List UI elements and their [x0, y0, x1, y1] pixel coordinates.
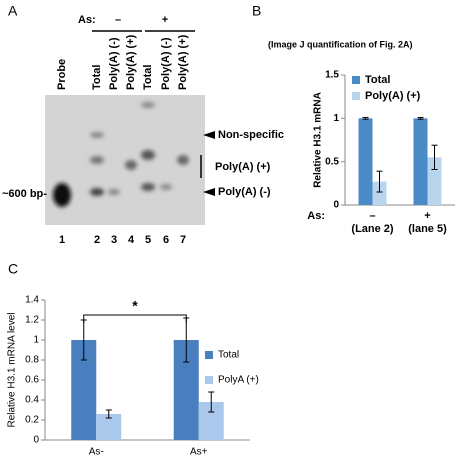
lane-label: Poly(A) (+)	[125, 34, 137, 90]
lane-number: 4	[128, 234, 135, 246]
lane-label: Poly(A) (-)	[108, 37, 120, 90]
y-tick-label: 1.2	[25, 315, 39, 326]
y-tick-label: 0.2	[25, 415, 39, 426]
y-tick-label: 1	[33, 335, 39, 346]
error-bar	[431, 144, 438, 170]
x-tick-label: (lane 5)	[408, 223, 447, 235]
as-plus: +	[162, 14, 168, 26]
legend-swatch	[352, 92, 360, 100]
legend-label: Total	[218, 350, 239, 361]
as-label: As:	[78, 14, 96, 26]
legend-swatch	[205, 351, 213, 359]
y-tick-label: 1.5	[325, 70, 339, 81]
lane-number: 1	[59, 234, 65, 246]
lane-label: Total	[91, 65, 103, 90]
annotation: Non-specific	[218, 129, 284, 141]
bar	[358, 118, 373, 205]
lane-label: Total	[142, 65, 154, 90]
y-tick-label: 0	[33, 435, 39, 446]
legend-swatch	[352, 76, 360, 84]
lane-number: 6	[163, 234, 169, 246]
annotation: Poly(A) (+)	[215, 161, 271, 173]
legend-label: Poly(A) (+)	[365, 90, 421, 102]
y-tick-label: 0.5	[325, 156, 339, 167]
y-tick-label: 1	[333, 113, 339, 124]
lane-label: Probe	[56, 59, 68, 90]
lane-number: 5	[145, 234, 151, 246]
error-bar	[417, 116, 424, 120]
lane-number: 3	[111, 234, 117, 246]
group-label: +	[424, 210, 430, 222]
legend-swatch	[205, 376, 213, 384]
x-tick-label: (Lane 2)	[351, 223, 394, 235]
bar	[413, 118, 428, 205]
panel-letter: A	[8, 3, 18, 19]
group-label: –	[369, 210, 375, 222]
chart-title: (Image J quantification of Fig. 2A)	[268, 39, 413, 49]
panel-letter: B	[252, 3, 261, 19]
legend-label: Total	[365, 74, 390, 86]
error-bar	[105, 409, 112, 419]
error-bar	[208, 391, 215, 413]
significance-bracket	[83, 314, 187, 323]
significance-label: *	[132, 298, 138, 314]
arrow	[203, 131, 215, 139]
bar	[427, 157, 442, 205]
legend-label: PolyA (+)	[218, 375, 259, 386]
gel	[45, 95, 205, 225]
lane-label: Poly(A) (-)	[160, 37, 172, 90]
y-axis-label: Relative H3.1 mRNA level	[7, 312, 18, 427]
arrow	[203, 188, 215, 196]
y-tick-label: 1.4	[25, 295, 39, 306]
annotation: Poly(A) (-)	[218, 186, 271, 198]
error-bar	[362, 116, 369, 120]
x-tick-label: As-	[89, 447, 104, 458]
x-tick-label: As+	[190, 447, 208, 458]
lane-number: 7	[180, 234, 186, 246]
as-minus: –	[115, 14, 121, 26]
error-bar	[376, 170, 383, 193]
size-marker: ~600 bp-	[2, 188, 47, 200]
y-axis-label: Relative H3.1 mRNA	[313, 92, 324, 188]
y-tick-label: 0	[333, 200, 339, 211]
group-title: As:	[307, 210, 325, 222]
panel-letter: C	[8, 261, 18, 277]
lane-label: Poly(A) (+)	[177, 34, 189, 90]
bar	[372, 181, 387, 205]
y-tick-label: 0.6	[25, 375, 39, 386]
y-tick-label: 0.4	[25, 395, 39, 406]
lane-number: 2	[94, 234, 100, 246]
y-tick-label: 0.8	[25, 355, 39, 366]
